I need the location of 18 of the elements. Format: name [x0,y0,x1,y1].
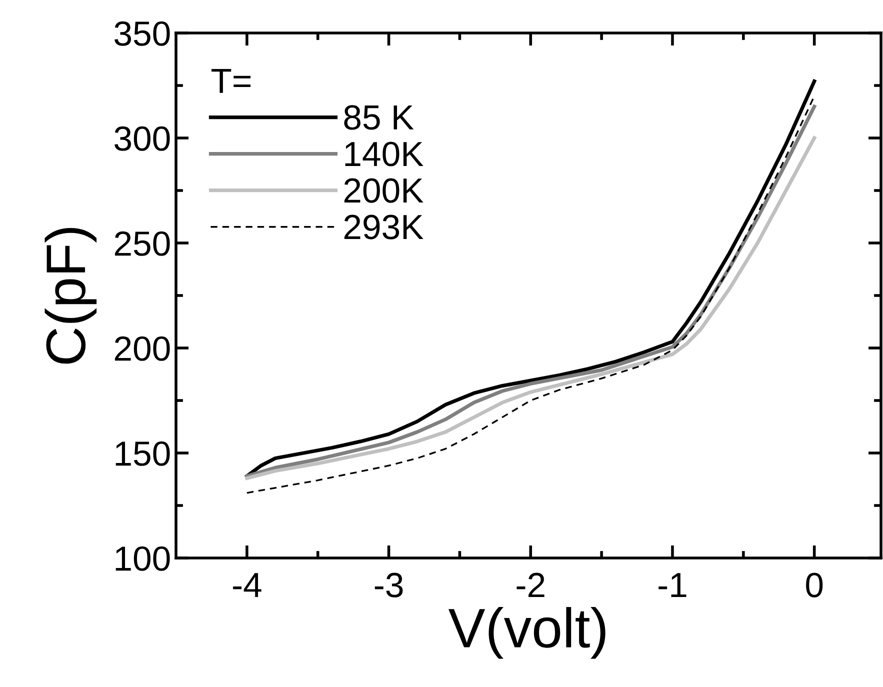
x-tick-label: 0 [806,572,823,598]
x-tick-label: -1 [658,573,686,598]
x-tick-label: -3 [374,572,403,598]
y-tick-label: 350 [114,21,170,46]
x-tick-label: -2 [516,572,544,598]
legend-title: T= [212,68,250,93]
y-tick-label: 300 [114,126,170,151]
y-tick-label: 200 [114,336,170,361]
y-tick-label: 100 [116,546,170,571]
legend-label: 85 K [344,105,414,130]
y-tick-label: 250 [114,231,170,256]
legend-label: 200K [344,178,424,203]
legend-label: 293K [344,214,424,240]
x-tick-label: -4 [233,573,262,598]
y-axis-title: C(pF) [44,228,97,364]
x-axis-title: V(volt) [448,607,606,659]
y-tick-label: 150 [116,441,170,466]
legend-label: 140K [345,142,424,166]
